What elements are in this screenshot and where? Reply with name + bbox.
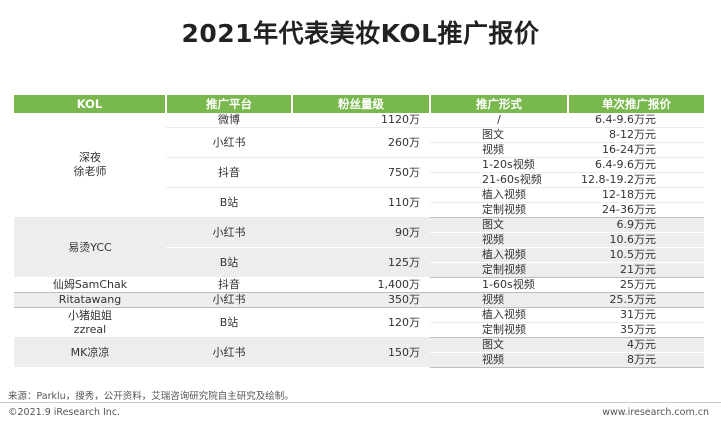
header-kol: KOL [14, 95, 167, 113]
fans-cell: 350万 [292, 292, 430, 308]
table-row: Ritatawang 小红书 350万 视频 25.5万元 [14, 292, 704, 308]
platform-cell: 抖音 [166, 277, 292, 293]
fans-cell: 110万 [292, 187, 430, 218]
fans-cell: 750万 [292, 157, 430, 188]
format-cell: 定制视频 [430, 322, 568, 338]
platform-cell: B站 [166, 247, 292, 278]
fans-cell: 1,400万 [292, 277, 430, 293]
table-row: 视频 16-24万元 [14, 142, 704, 158]
fans-cell: 90万 [292, 217, 430, 248]
price-cell: 24-36万元 [568, 202, 704, 218]
format-cell: 图文 [430, 337, 568, 353]
table-row: 仙姆SamChak 抖音 1,400万 1-60s视频 25万元 [14, 277, 704, 293]
format-cell: 植入视频 [430, 307, 568, 323]
price-cell: 6.9万元 [568, 217, 704, 233]
fans-cell: 120万 [292, 307, 430, 338]
header-format: 推广形式 [430, 95, 569, 113]
table-row: 定制视频 24-36万元 [14, 202, 704, 218]
table-row: 视频 8万元 [14, 352, 704, 368]
page-title: 2021年代表美妆KOL推广报价 [181, 19, 540, 48]
fans-cell: 125万 [292, 247, 430, 278]
table-row: B站 125万 植入视频 10.5万元 [14, 247, 704, 278]
price-cell: 12-18万元 [568, 187, 704, 203]
table-header-row: KOL 推广平台 粉丝量级 推广形式 单次推广报价 [14, 95, 704, 113]
price-cell: 10.6万元 [568, 232, 704, 248]
table-row: 定制视频 21万元 [14, 262, 704, 278]
price-cell: 21万元 [568, 262, 704, 278]
price-cell: 31万元 [568, 307, 704, 323]
kol-name-cell: 仙姆SamChak [14, 277, 166, 293]
price-cell: 10.5万元 [568, 247, 704, 263]
price-cell: 8万元 [568, 352, 704, 368]
header-platform: 推广平台 [166, 95, 293, 113]
table-row: B站 110万 植入视频 12-18万元 [14, 187, 704, 218]
platform-cell: 小红书 [166, 292, 292, 308]
format-cell: 视频 [430, 232, 568, 248]
kol-name-cell: MK凉凉 [14, 337, 166, 368]
price-cell: 25万元 [568, 277, 704, 293]
format-cell: 1-60s视频 [430, 277, 568, 293]
kol-name-cell: Ritatawang [14, 292, 166, 308]
price-cell: 6.4-9.6万元 [568, 113, 704, 128]
price-cell: 8-12万元 [568, 127, 704, 143]
kol-pricing-table: KOL 推广平台 粉丝量级 推广形式 单次推广报价 深夜 徐老师 微博 1120万/6… [14, 95, 704, 368]
kol-name-cell: 易烫YCC [14, 217, 166, 278]
platform-cell: B站 [166, 307, 292, 338]
platform-cell: 小红书 [166, 127, 292, 158]
table-row: 定制视频 35万元 [14, 322, 704, 338]
table-row: 视频 10.6万元 [14, 232, 704, 248]
platform-cell: 小红书 [166, 217, 292, 248]
format-cell: 21-60s视频 [430, 172, 568, 188]
fans-cell: 1120万 [292, 113, 430, 128]
table-row: 小红书 260万 图文 8-12万元 [14, 127, 704, 158]
format-cell: 定制视频 [430, 262, 568, 278]
format-cell: 视频 [430, 292, 568, 308]
format-cell: / [430, 113, 568, 128]
price-cell: 16-24万元 [568, 142, 704, 158]
format-cell: 植入视频 [430, 187, 568, 203]
header-fans: 粉丝量级 [292, 95, 431, 113]
format-cell: 1-20s视频 [430, 157, 568, 173]
source-note: 来源：Parklu，搜秀，公开资料，艾瑞咨询研究院自主研究及绘制。 [8, 391, 294, 402]
kol-name-cell: 深夜 徐老师 [14, 113, 166, 218]
fans-cell: 150万 [292, 337, 430, 368]
table-row: 21-60s视频 12.8-19.2万元 [14, 172, 704, 188]
price-cell: 6.4-9.6万元 [568, 157, 704, 173]
price-cell: 25.5万元 [568, 292, 704, 308]
format-cell: 植入视频 [430, 247, 568, 263]
format-cell: 定制视频 [430, 202, 568, 218]
table-row: 抖音 750万 1-20s视频 6.4-9.6万元 [14, 157, 704, 188]
website-url: www.iresearch.com.cn [602, 407, 709, 418]
table-row: 小猪姐姐 zzreal B站 120万 植入视频 31万元 [14, 307, 704, 338]
price-cell: 35万元 [568, 322, 704, 338]
format-cell: 视频 [430, 142, 568, 158]
copyright-text: ©2021.9 iResearch Inc. [8, 407, 121, 418]
platform-cell: 微博 [166, 113, 292, 128]
format-cell: 图文 [430, 127, 568, 143]
table-row: MK凉凉 小红书 150万 图文 4万元 [14, 337, 704, 368]
table-row: 易烫YCC 小红书 90万 图文 6.9万元 [14, 217, 704, 278]
price-cell: 12.8-19.2万元 [568, 172, 704, 188]
format-cell: 视频 [430, 352, 568, 368]
table-row: 深夜 徐老师 微博 1120万/6.4-9.6万元 [14, 113, 704, 218]
fans-cell: 260万 [292, 127, 430, 158]
platform-cell: B站 [166, 187, 292, 218]
table-body: 深夜 徐老师 微博 1120万/6.4-9.6万元 小红书 260万 图文 8-12万元 视频 1… [14, 113, 704, 368]
platform-cell: 小红书 [166, 337, 292, 368]
header-price: 单次推广报价 [568, 95, 704, 113]
platform-cell: 抖音 [166, 157, 292, 188]
footer-divider [0, 402, 721, 403]
kol-name-cell: 小猪姐姐 zzreal [14, 307, 166, 338]
price-cell: 4万元 [568, 337, 704, 353]
format-cell: 图文 [430, 217, 568, 233]
